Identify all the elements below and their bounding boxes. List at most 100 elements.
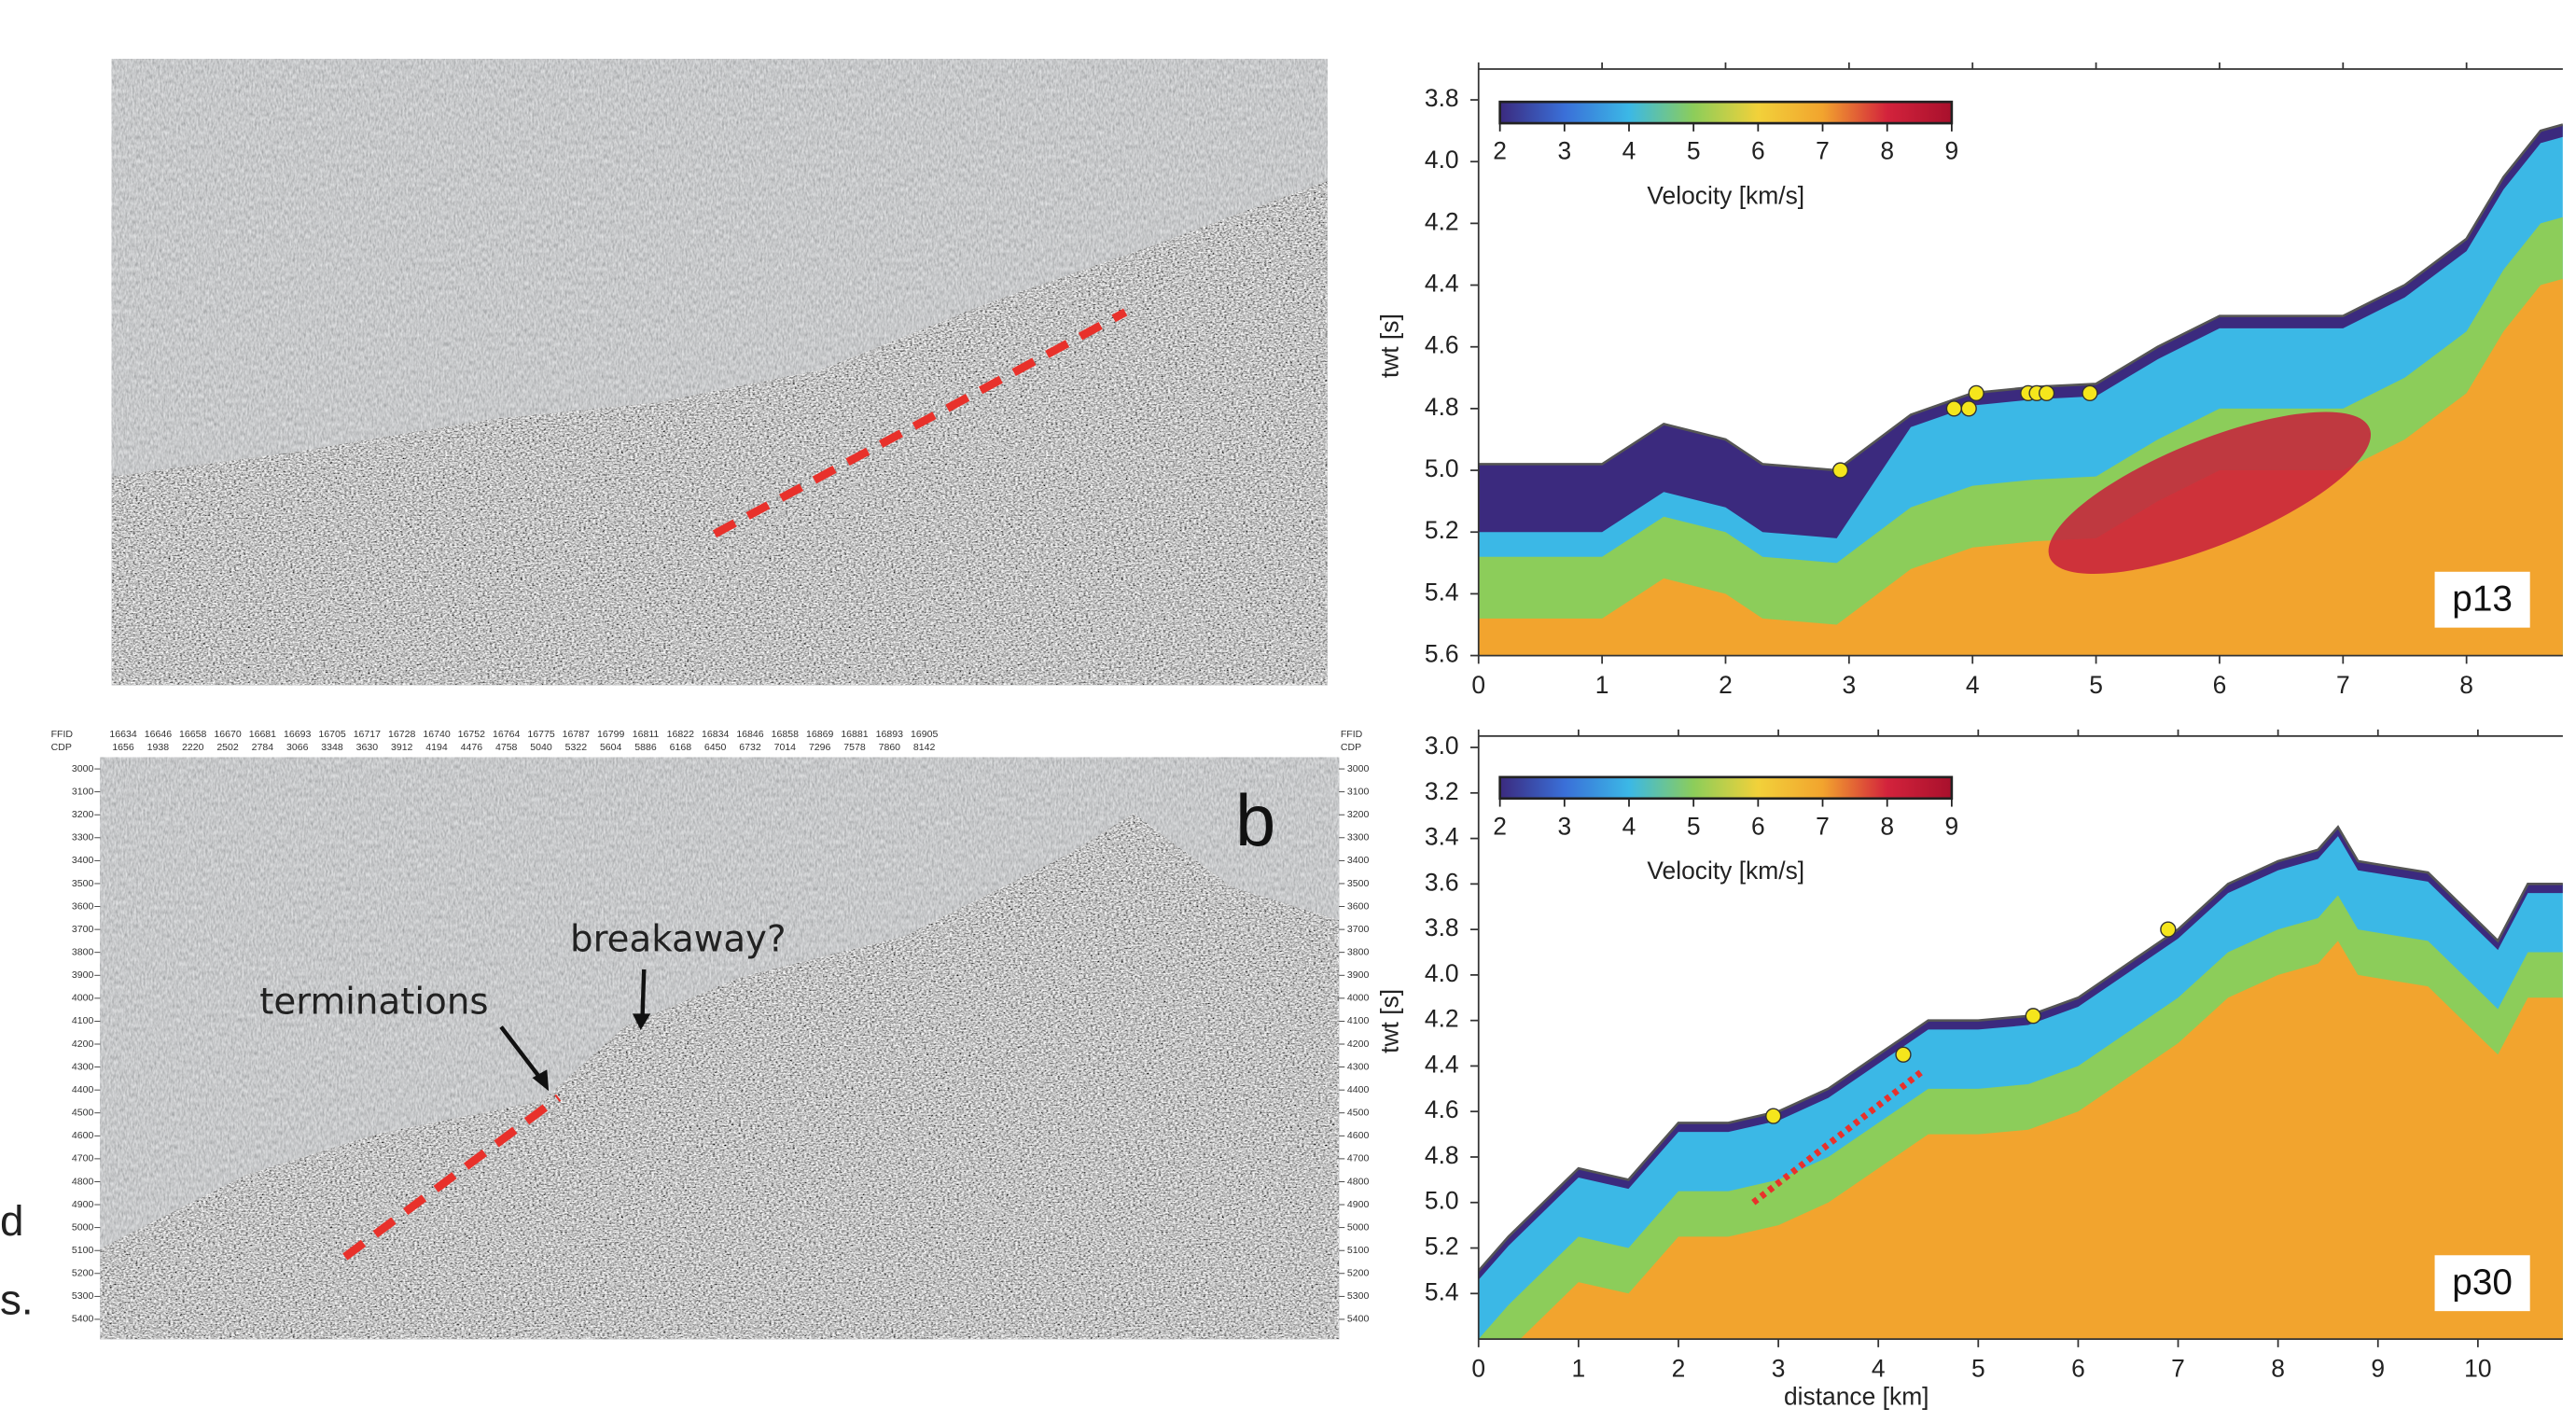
cdp-label: 1938: [147, 742, 170, 753]
cdp-label: 3912: [391, 742, 413, 753]
depth-label: 3000: [1347, 763, 1370, 774]
x-tick-label: 0: [1471, 1355, 1485, 1383]
depth-label: 5300: [1347, 1290, 1370, 1302]
seafloor-line: [1478, 123, 2563, 472]
cdp-label: 4758: [495, 742, 518, 753]
panel-label: p30: [2452, 1262, 2513, 1303]
cdp-label: 3630: [356, 742, 379, 753]
velocity-anomaly: [2048, 411, 2372, 575]
depth-label: 3000: [72, 763, 94, 774]
colorbar-label: Velocity [km/s]: [1647, 857, 1804, 885]
depth-label: 3600: [72, 900, 94, 912]
ffid-label: 16752: [458, 729, 485, 740]
fault-trace: [712, 308, 1128, 538]
y-tick-label: 4.8: [1425, 1141, 1459, 1169]
section-fill: [1478, 123, 2563, 656]
depth-label: 5400: [1347, 1314, 1370, 1325]
x-tick-label: 7: [2171, 1355, 2185, 1383]
cdp-label: 7860: [879, 742, 901, 753]
panel-label: b: [1235, 781, 1275, 861]
colorbar-tick-label: 5: [1687, 812, 1701, 840]
velocity-layer: [1478, 124, 2563, 538]
y-tick-label: 3.8: [1425, 84, 1459, 112]
y-tick-label: 4.6: [1425, 1095, 1459, 1123]
cdp-label: 5604: [600, 742, 622, 753]
ffid-label: 16787: [563, 729, 590, 740]
ffid-label: 16822: [667, 729, 694, 740]
colorbar-tick-label: 4: [1622, 812, 1636, 840]
ffid-label: 16693: [284, 729, 311, 740]
depth-label: 3300: [1347, 832, 1370, 843]
x-tick-label: 6: [2071, 1355, 2085, 1383]
ffid-label: 16646: [145, 729, 172, 740]
x-tick-label: 2: [1672, 1355, 1686, 1383]
x-tick-label: 0: [1471, 671, 1485, 699]
depth-label: 4000: [72, 993, 94, 1004]
y-tick-label: 4.0: [1425, 959, 1459, 987]
depth-label: 3600: [1347, 900, 1370, 912]
x-tick-label: 3: [1843, 671, 1857, 699]
cdp-label: 7296: [809, 742, 831, 753]
depth-label: 4400: [1347, 1084, 1370, 1095]
ffid-label: 16728: [388, 729, 415, 740]
depth-label: 3400: [72, 855, 94, 866]
station-point: [1945, 400, 1962, 417]
colorbar-tick-label: 3: [1557, 137, 1571, 165]
depth-label: 4100: [1347, 1015, 1370, 1026]
depth-label: 3200: [72, 809, 94, 820]
x-tick-label: 4: [1966, 671, 1980, 699]
ffid-label: 16681: [249, 729, 276, 740]
y-tick-label: 5.0: [1425, 454, 1459, 482]
colorbar-label: Velocity [km/s]: [1647, 181, 1804, 209]
depth-label: 5200: [72, 1268, 94, 1279]
depth-label: 3800: [72, 946, 94, 957]
colorbar-tick-label: 6: [1751, 812, 1765, 840]
ffid-label: 16634: [109, 729, 136, 740]
x-tick-label: 4: [1872, 1355, 1886, 1383]
depth-label: 4500: [1347, 1108, 1370, 1119]
depth-label: 4200: [72, 1039, 94, 1050]
depth-label: 5000: [72, 1221, 94, 1233]
colorbar-tick-label: 3: [1557, 812, 1571, 840]
cdp-label: 3066: [286, 742, 309, 753]
colorbar-tick-label: 7: [1816, 137, 1830, 165]
axis-caption: FFID: [1341, 729, 1363, 740]
axis-caption: FFID: [51, 729, 74, 740]
fault-trace: [342, 1094, 562, 1261]
arrow: [499, 1025, 546, 1084]
colorbar: [1498, 100, 1954, 125]
depth-label: 4100: [72, 1015, 94, 1026]
ffid-label: 16740: [423, 729, 450, 740]
cdp-label: 5886: [634, 742, 657, 753]
station-point: [2038, 384, 2055, 401]
arrow: [640, 969, 647, 1019]
depth-label: 3800: [1347, 946, 1370, 957]
ffid-label: 16764: [493, 729, 520, 740]
colorbar-tick-label: 5: [1687, 137, 1701, 165]
cdp-label: 2220: [182, 742, 204, 753]
depth-label: 4400: [72, 1084, 94, 1095]
depth-label: 4600: [72, 1130, 94, 1141]
y-tick-label: 3.8: [1425, 913, 1459, 941]
y-tick-label: 5.4: [1425, 578, 1459, 606]
depth-label: 3400: [1347, 855, 1370, 866]
depth-label: 5000: [1347, 1221, 1370, 1233]
ffid-label: 16881: [841, 729, 868, 740]
x-tick-label: 5: [2089, 671, 2103, 699]
y-tick-label: 4.6: [1425, 331, 1459, 359]
colorbar-tick-label: 9: [1945, 812, 1959, 840]
ffid-label: 16893: [876, 729, 903, 740]
depth-label: 4800: [72, 1176, 94, 1187]
text-fragment: d: [0, 1197, 23, 1245]
ffid-label: 16775: [527, 729, 554, 740]
depth-label: 4200: [1347, 1039, 1370, 1050]
x-tick-label: 1: [1595, 671, 1609, 699]
x-tick-label: 10: [2464, 1355, 2491, 1383]
text-fragment: s.: [0, 1276, 34, 1323]
x-tick-label: 8: [2459, 671, 2473, 699]
ffid-label: 16869: [806, 729, 833, 740]
axis-caption: CDP: [51, 742, 72, 753]
y-tick-label: 5.4: [1425, 1277, 1459, 1305]
